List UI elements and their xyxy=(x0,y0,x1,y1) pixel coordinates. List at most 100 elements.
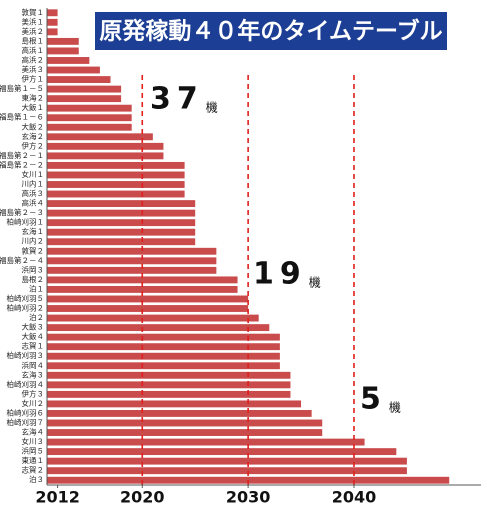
category-label: 泊１ xyxy=(29,283,44,293)
category-label: 美浜２ xyxy=(22,26,45,36)
bar xyxy=(47,9,58,17)
category-label: 島根１ xyxy=(22,35,45,45)
bar xyxy=(47,352,280,360)
annotation-count: 37 xyxy=(150,82,204,117)
category-label: 泊２ xyxy=(29,312,44,322)
category-label: 敦賀１ xyxy=(22,7,45,17)
bar xyxy=(47,343,280,351)
bar xyxy=(47,95,122,103)
bar xyxy=(47,47,79,55)
category-label: 福島第１－６ xyxy=(0,112,44,122)
bar xyxy=(47,28,58,36)
category-label: 女川２ xyxy=(22,398,45,408)
category-label: 浜岡３ xyxy=(22,264,45,274)
bar xyxy=(47,171,185,179)
bar xyxy=(47,209,196,217)
category-label: 志賀２ xyxy=(22,465,45,475)
bar xyxy=(47,104,132,112)
category-label: 柏崎刈羽５ xyxy=(7,293,45,303)
bar xyxy=(47,419,323,427)
category-label: 志賀１ xyxy=(22,341,45,351)
bar xyxy=(47,457,407,465)
category-label: 大飯４ xyxy=(22,331,45,341)
bar xyxy=(47,467,407,475)
bar xyxy=(47,114,132,122)
category-label: 玄海２ xyxy=(22,131,45,141)
category-label: 高浜１ xyxy=(22,45,45,55)
category-label: 福島第２－３ xyxy=(0,207,44,217)
bar xyxy=(47,295,249,303)
bar xyxy=(47,18,58,26)
category-label: 敦賀２ xyxy=(22,245,45,255)
bar xyxy=(47,371,291,379)
category-label: 東通１ xyxy=(22,455,45,465)
category-label: 高浜２ xyxy=(22,54,45,64)
bar xyxy=(47,333,280,341)
bar xyxy=(47,123,132,131)
bar xyxy=(47,410,312,417)
category-label: 伊方２ xyxy=(22,140,45,150)
bar xyxy=(47,76,111,83)
bar xyxy=(47,276,238,284)
bar xyxy=(47,57,90,64)
bar xyxy=(47,228,196,236)
bar xyxy=(47,305,249,312)
bar xyxy=(47,85,122,93)
category-label: 伊方１ xyxy=(22,74,45,84)
category-label: 玄海１ xyxy=(22,226,45,236)
category-label: 浜岡５ xyxy=(22,446,45,456)
category-label: 泊３ xyxy=(29,474,44,484)
category-label: 玄海３ xyxy=(22,369,45,379)
category-label: 女川３ xyxy=(22,436,45,446)
x-tick-label: 2020 xyxy=(120,488,165,507)
category-label: 柏崎刈羽３ xyxy=(7,350,45,360)
title-box xyxy=(95,12,447,50)
category-label: 柏崎刈羽６ xyxy=(7,407,45,417)
bar xyxy=(47,266,217,274)
bar xyxy=(47,142,164,150)
bar xyxy=(47,400,302,408)
bar xyxy=(47,381,291,389)
bar xyxy=(47,37,79,45)
bar xyxy=(47,161,185,169)
bar xyxy=(47,362,280,370)
x-tick-label: 2040 xyxy=(332,488,377,507)
bar xyxy=(47,152,164,160)
category-label: 島根２ xyxy=(22,274,45,284)
bar xyxy=(47,257,217,265)
category-label: 伊方３ xyxy=(22,388,45,398)
category-label: 浜岡４ xyxy=(22,360,45,370)
category-label: 大飯２ xyxy=(22,121,45,131)
annotation-count: 5 xyxy=(360,382,387,417)
annotation-unit: 機 xyxy=(389,400,401,415)
category-label: 福島第２－１ xyxy=(0,150,44,160)
annotation-count: 19 xyxy=(253,257,307,292)
chart-title: 原発稼動４０年のタイムテーブル xyxy=(99,18,442,45)
category-label: 福島第２－２ xyxy=(0,159,44,169)
category-label: 大飯３ xyxy=(22,322,45,332)
bar xyxy=(47,219,196,227)
category-label: 美浜１ xyxy=(22,16,45,26)
category-label: 玄海４ xyxy=(22,427,45,437)
bar xyxy=(47,324,270,332)
category-label: 高浜４ xyxy=(22,198,45,208)
category-label: 川内１ xyxy=(22,178,45,188)
bar xyxy=(47,66,100,74)
category-label: 女川１ xyxy=(22,169,45,179)
bar xyxy=(47,390,291,398)
category-label: 柏崎刈羽２ xyxy=(7,303,45,313)
bar xyxy=(47,181,185,188)
category-label: 柏崎刈羽１ xyxy=(7,217,45,227)
bar xyxy=(47,247,217,255)
bar xyxy=(47,429,323,436)
category-label: 柏崎刈羽７ xyxy=(7,417,45,427)
x-tick-label: 2030 xyxy=(226,488,271,507)
x-tick-label: 2012 xyxy=(35,488,80,507)
category-label: 大飯１ xyxy=(22,102,45,112)
category-label: 美浜３ xyxy=(22,64,45,74)
category-label: 高浜３ xyxy=(22,188,45,198)
bar xyxy=(47,133,153,141)
category-label: 川内２ xyxy=(22,236,45,246)
bar xyxy=(47,200,196,208)
annotation-unit: 機 xyxy=(206,100,218,115)
